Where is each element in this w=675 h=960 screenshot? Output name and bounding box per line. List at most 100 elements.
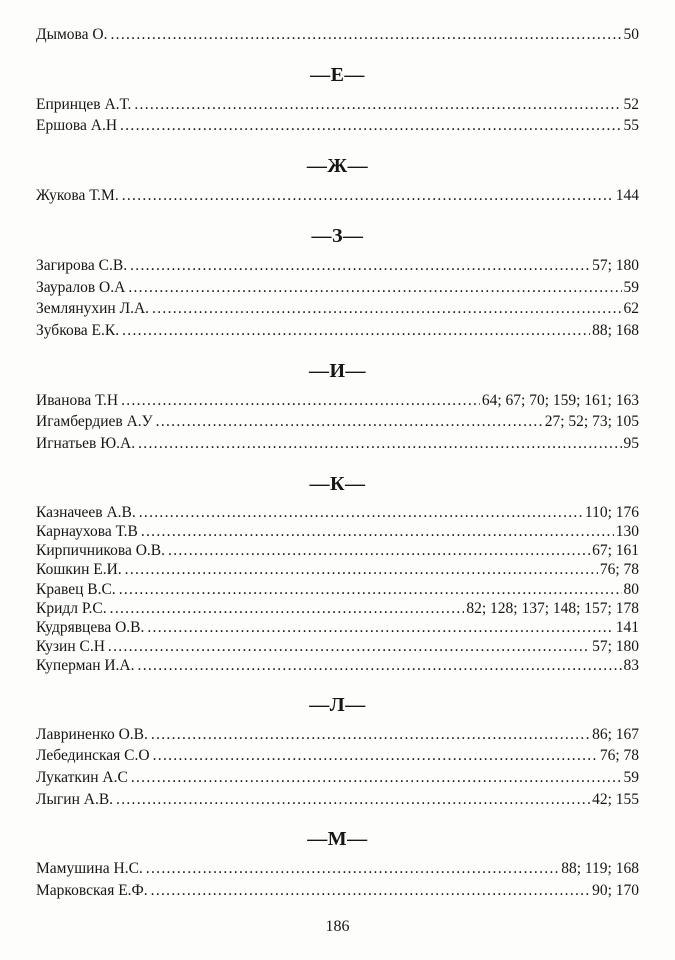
- entry-pages: 52: [623, 95, 640, 113]
- dot-leader: ........................................…: [121, 391, 480, 409]
- entry-pages: 59: [623, 768, 640, 786]
- index-section: —Е— Епринцев А.Т.........................…: [36, 60, 639, 137]
- dot-leader: ........................................…: [140, 522, 614, 540]
- entry-name: Кудрявцева О.В.: [36, 618, 145, 636]
- entry-pages: 88; 168: [592, 321, 639, 339]
- entry-pages: 62: [623, 300, 640, 318]
- index-entry: Кравец В.С..............................…: [36, 580, 639, 599]
- entry-pages: 88; 119; 168: [561, 860, 639, 878]
- entry-name: Игамбердиев А.У: [36, 413, 153, 431]
- page-footer-number: 186: [325, 917, 350, 935]
- entry-name: Иванова Т.Н: [36, 391, 119, 409]
- entry-name: Кузин С.Н: [36, 638, 105, 656]
- entry-name: Игнатьев Ю.А.: [36, 435, 136, 453]
- dot-leader: ........................................…: [150, 882, 591, 900]
- entry-pages: 144: [615, 187, 639, 205]
- entry-name: Зауралов О.А: [36, 278, 126, 296]
- dot-leader: ........................................…: [147, 618, 614, 636]
- entry-name: Лебединская С.О: [36, 747, 150, 765]
- index-section: —К— Казначеев А.В........................…: [36, 469, 639, 676]
- entry-name: Загирова С.В.: [36, 256, 128, 274]
- entry-name: Ершова А.Н: [36, 117, 118, 135]
- section-header: —И—: [308, 359, 367, 382]
- dot-leader: ........................................…: [107, 638, 590, 656]
- dot-leader: ........................................…: [138, 503, 583, 521]
- dot-leader: ........................................…: [118, 580, 622, 598]
- entry-pages: 76; 78: [599, 561, 639, 579]
- dot-leader: ........................................…: [152, 300, 621, 318]
- dot-leader: ........................................…: [155, 413, 543, 431]
- index-section: —И— Иванова Т.Н..........................…: [36, 356, 639, 455]
- dot-leader: ........................................…: [168, 542, 591, 560]
- section-header: —К—: [309, 472, 366, 495]
- entry-name: Епринцев А.Т.: [36, 95, 132, 113]
- index-entry: Куперман И.А............................…: [36, 656, 639, 675]
- entry-pages: 55: [623, 117, 640, 135]
- entry-pages: 80: [623, 580, 640, 598]
- entry-pages: 95: [623, 435, 640, 453]
- index-entry: Мамушина Н.С............................…: [36, 858, 639, 880]
- index-entry: Ершова А.Н..............................…: [36, 115, 639, 137]
- entry-pages: 76; 78: [599, 747, 639, 765]
- index-entry: Карнаухова Т.В..........................…: [36, 522, 639, 541]
- index-entry: Лыгин А.В...............................…: [36, 789, 639, 811]
- entry-pages: 64; 67; 70; 159; 161; 163: [481, 391, 639, 409]
- entry-name: Кридл Р.С.: [36, 599, 107, 617]
- index-entry: Землянухин Л.А..........................…: [36, 298, 639, 320]
- index-entry: Кудрявцева О.В..........................…: [36, 618, 639, 637]
- dot-leader: ........................................…: [138, 435, 621, 453]
- index-entry: Дымова О................................…: [36, 24, 639, 46]
- index-entry: Лукаткин А.С............................…: [36, 767, 639, 789]
- entry-pages: 83: [623, 657, 640, 675]
- entry-name: Карнаухова Т.В: [36, 522, 138, 540]
- section-header: —З—: [311, 224, 364, 247]
- dot-leader: ........................................…: [122, 321, 590, 339]
- entry-pages: 82; 128; 137; 148; 157; 178: [466, 599, 639, 617]
- index-section: —М— Мамушина Н.С.........................…: [36, 824, 639, 901]
- index-entry: Марковская Е.Ф..........................…: [36, 880, 639, 902]
- entry-name: Марковская Е.Ф.: [36, 882, 148, 900]
- index-section: Дымова О................................…: [36, 24, 639, 46]
- entry-pages: 57; 180: [592, 256, 639, 274]
- entry-name: Лавриненко О.В.: [36, 725, 148, 743]
- entry-name: Лукаткин А.С: [36, 768, 128, 786]
- dot-leader: ........................................…: [137, 657, 622, 675]
- index-entry: Кирпичникова О.В........................…: [36, 541, 639, 560]
- index-entry: Загирова С.В............................…: [36, 255, 639, 277]
- entry-pages: 27; 52; 73; 105: [544, 413, 639, 431]
- entry-pages: 90; 170: [592, 882, 639, 900]
- dot-leader: ........................................…: [120, 117, 621, 135]
- entry-name: Жукова Т.М.: [36, 187, 119, 205]
- dot-leader: ........................................…: [110, 26, 621, 43]
- index-section: —З— Загирова С.В.........................…: [36, 221, 639, 342]
- entry-pages: 50: [623, 26, 640, 43]
- dot-leader: ........................................…: [116, 790, 590, 808]
- entry-name: Кравец В.С.: [36, 580, 116, 598]
- index-entry: Казначеев А.В...........................…: [36, 503, 639, 522]
- entry-pages: 57; 180: [592, 638, 639, 656]
- index-entry: Игнатьев Ю.А............................…: [36, 433, 639, 455]
- entry-pages: 110; 176: [584, 503, 639, 521]
- entry-name: Лыгин А.В.: [36, 790, 114, 808]
- dot-leader: ........................................…: [130, 768, 622, 786]
- entry-name: Землянухин Л.А.: [36, 300, 150, 318]
- index-entry: Зауралов О.А............................…: [36, 277, 639, 299]
- dot-leader: ........................................…: [134, 95, 621, 113]
- section-header: —Л—: [309, 693, 366, 716]
- index-entry: Кридл Р.С...............................…: [36, 599, 639, 618]
- index-entry: Иванова Т.Н.............................…: [36, 390, 639, 412]
- entry-pages: 42; 155: [592, 790, 639, 808]
- entry-pages: 67; 161: [592, 542, 639, 560]
- index-entry: Лавриненко О.В..........................…: [36, 724, 639, 746]
- entry-name: Казначеев А.В.: [36, 503, 136, 521]
- index-entry: Кузин С.Н...............................…: [36, 637, 639, 656]
- dot-leader: ........................................…: [150, 725, 591, 743]
- section-header: —Е—: [310, 63, 365, 86]
- entry-pages: 59: [623, 278, 640, 296]
- dot-leader: ........................................…: [128, 278, 621, 296]
- dot-leader: ........................................…: [152, 747, 598, 765]
- dot-leader: ........................................…: [109, 599, 465, 617]
- section-header: —Ж—: [306, 155, 369, 178]
- entry-name: Зубкова Е.К.: [36, 321, 120, 339]
